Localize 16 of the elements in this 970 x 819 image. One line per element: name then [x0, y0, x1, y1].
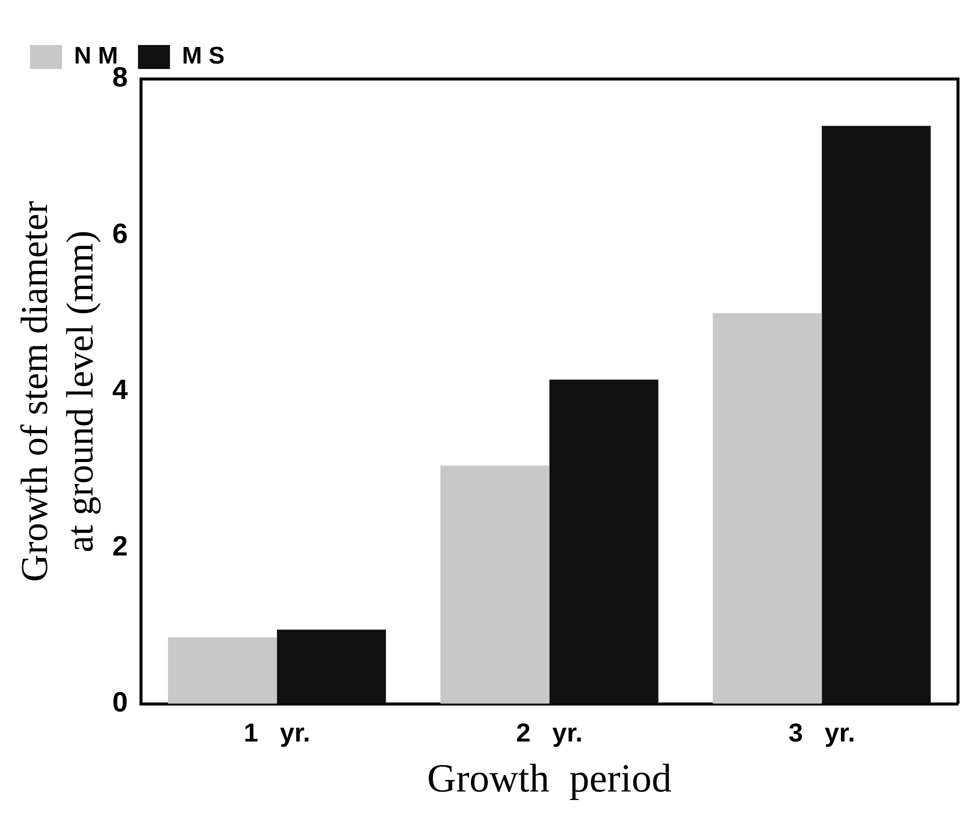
- bar: [440, 466, 550, 704]
- x-tick-label: 2 yr.: [516, 718, 583, 748]
- bar: [276, 630, 386, 704]
- x-tick-label: 1 yr.: [244, 718, 310, 748]
- bar: [822, 126, 931, 704]
- y-tick-label: 4: [112, 374, 128, 406]
- x-tick-label: 3 yr.: [788, 718, 856, 748]
- bar: [549, 380, 658, 704]
- y-tick-label: 0: [112, 686, 128, 718]
- bar: [168, 637, 277, 704]
- y-tick-label: 6: [112, 218, 128, 249]
- x-axis-title: Growth period: [427, 756, 672, 800]
- bar: [712, 313, 822, 704]
- y-tick-label: 2: [112, 530, 128, 562]
- legend-label: M S: [182, 42, 225, 70]
- y-axis-title: Growth of stem diameter at ground level (mm): [14, 200, 102, 582]
